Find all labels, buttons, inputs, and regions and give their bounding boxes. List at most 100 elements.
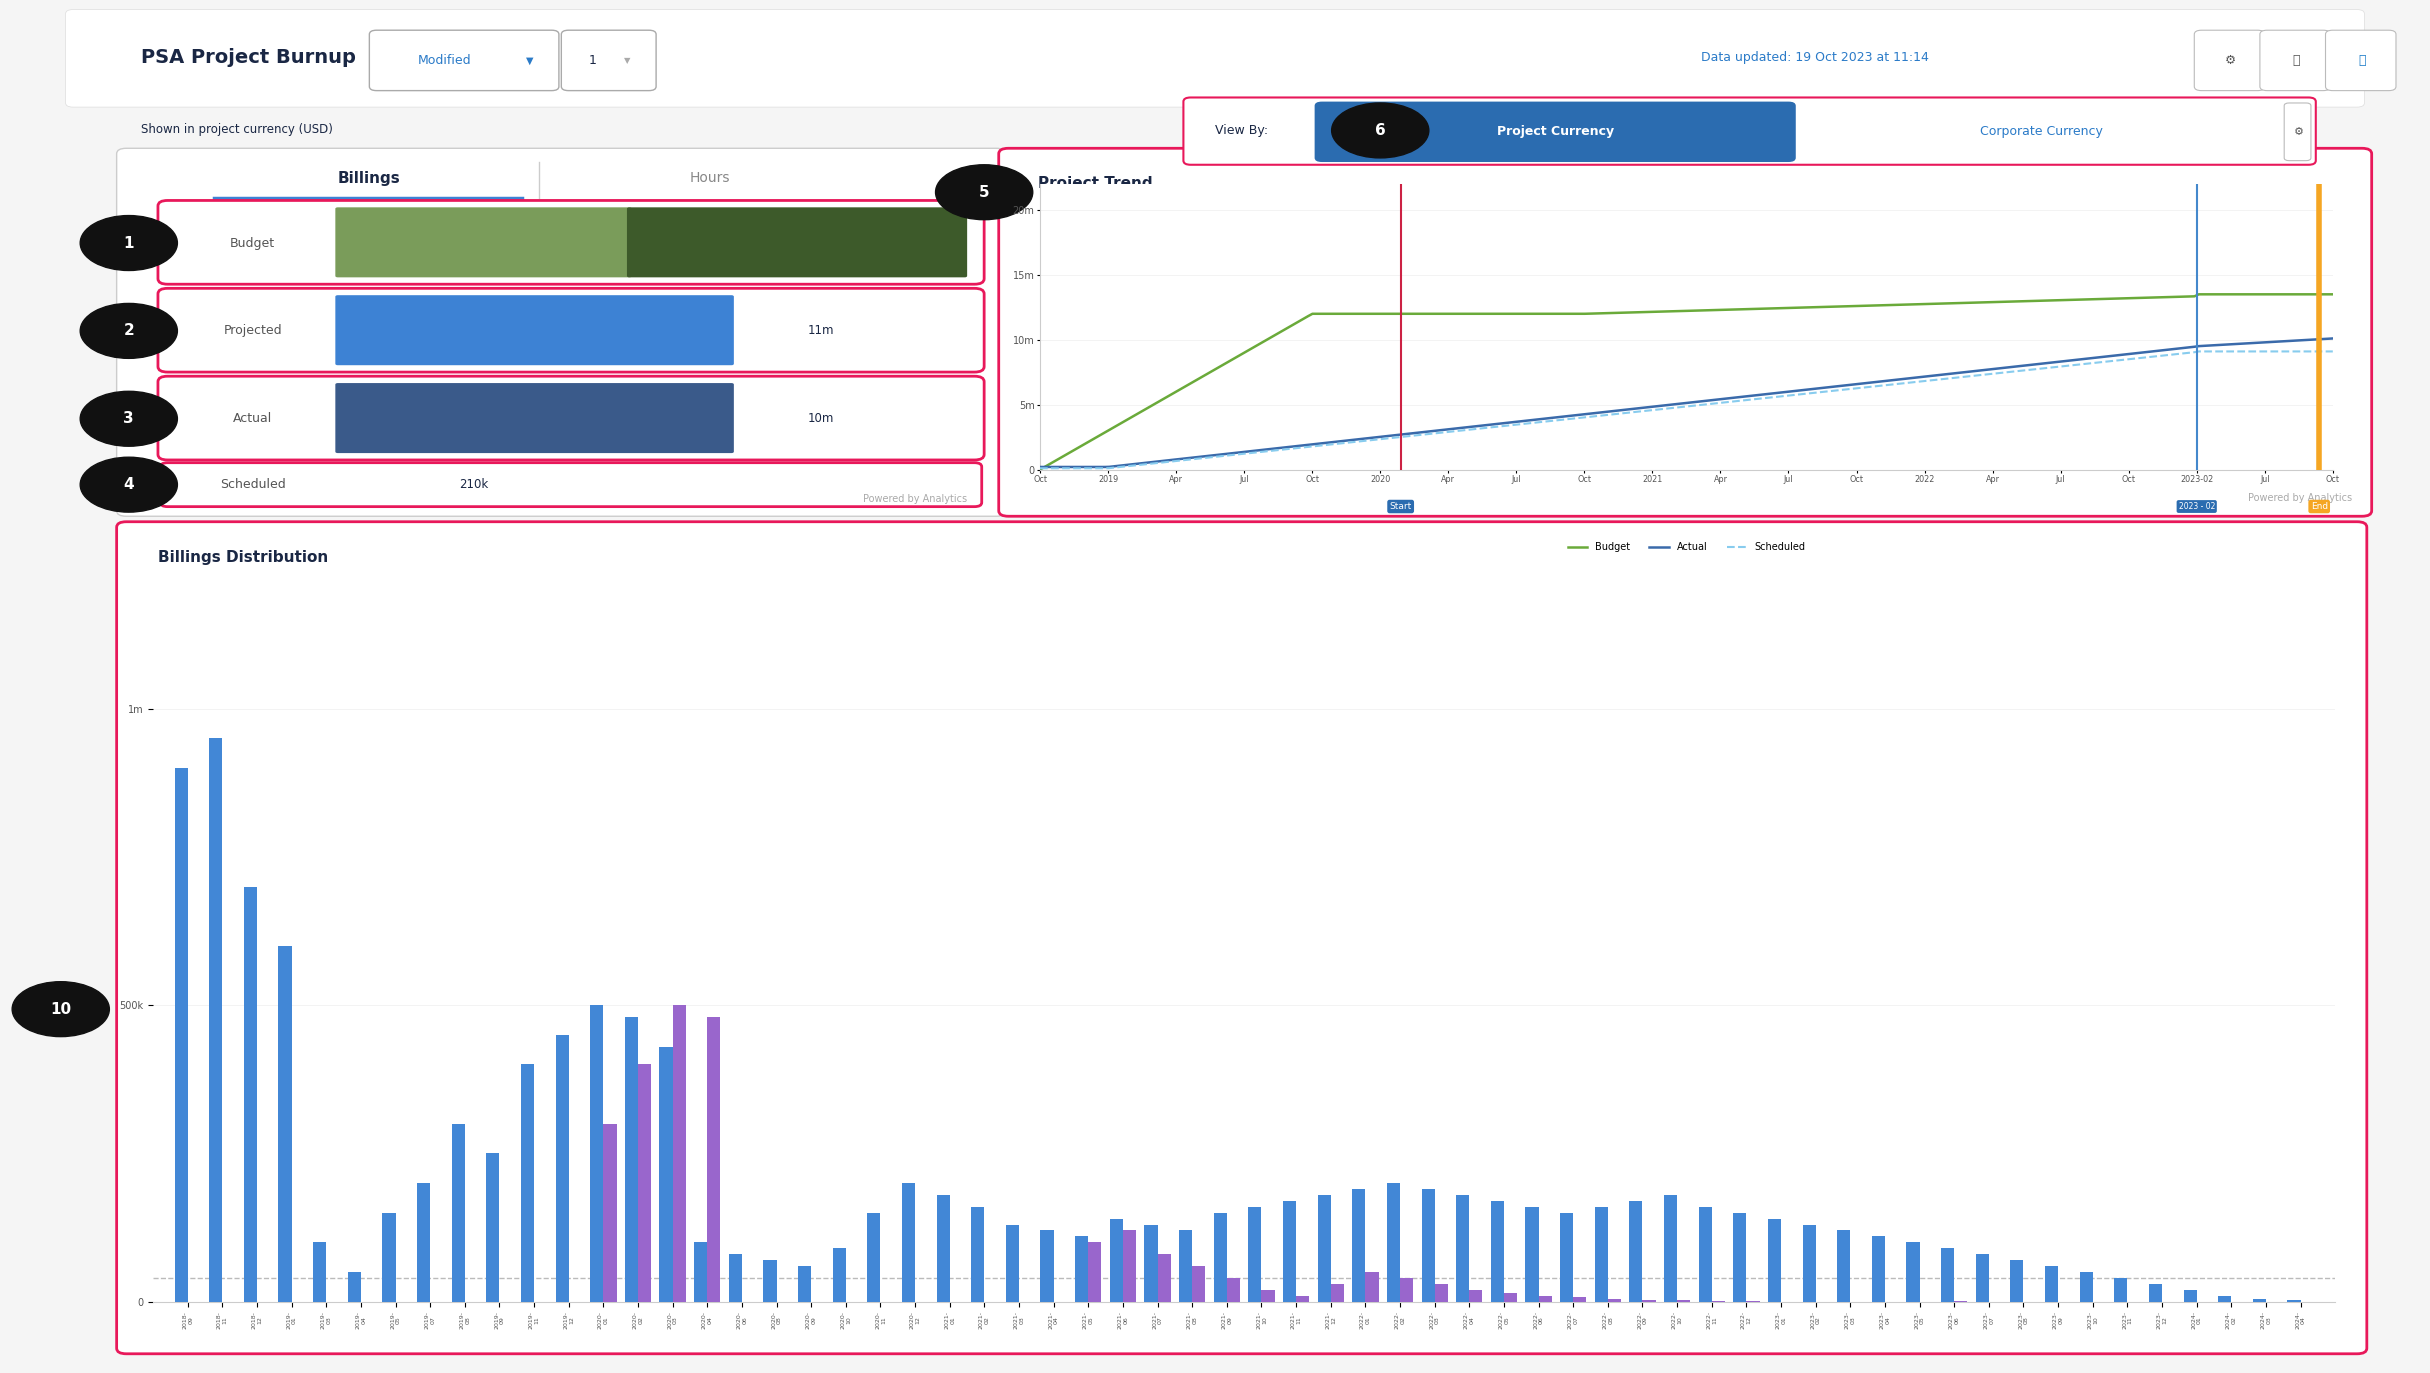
Text: 2: 2 (124, 324, 134, 338)
Text: Projected: Projected (224, 324, 282, 338)
Budget (1791, 299, 1820, 316)
Bar (797, 1266, 812, 1302)
Bar (2010, 1260, 2024, 1302)
Bar (1538, 1296, 1553, 1302)
Text: Project Trend: Project Trend (1038, 177, 1152, 191)
Text: Billings Distribution: Billings Distribution (158, 551, 328, 564)
Text: 6: 6 (1375, 124, 1385, 137)
Bar (1388, 1184, 1400, 1302)
Bar (1837, 1230, 1849, 1302)
FancyBboxPatch shape (66, 10, 2364, 107)
Bar (382, 1212, 396, 1302)
Bar (673, 1005, 685, 1302)
Bar (1213, 1212, 1227, 1302)
Scheduled (1791, 386, 1820, 402)
Text: 4: 4 (124, 478, 134, 492)
Budget (1818, 298, 1847, 314)
Bar (1111, 1219, 1123, 1302)
FancyBboxPatch shape (335, 295, 734, 365)
FancyBboxPatch shape (2326, 30, 2396, 91)
Bar (2114, 1278, 2126, 1302)
Bar (1908, 1243, 1920, 1302)
Actual (1796, 382, 1825, 398)
Text: Billings: Billings (338, 172, 401, 185)
Text: 17m: 17m (919, 236, 943, 250)
Bar (486, 1153, 501, 1302)
Circle shape (1526, 346, 1623, 401)
Bar (1942, 1248, 1954, 1302)
Actual (2114, 346, 2143, 362)
Bar (279, 946, 292, 1302)
Text: 9.1m: 9.1m (469, 236, 498, 250)
Bar (2148, 1284, 2163, 1302)
Bar (2219, 1296, 2231, 1302)
Text: 10m: 10m (522, 412, 547, 426)
Text: ▼: ▼ (525, 55, 535, 66)
Bar (972, 1207, 984, 1302)
Bar (1434, 1284, 1448, 1302)
Bar (243, 887, 258, 1302)
Bar (729, 1254, 741, 1302)
Bar (418, 1184, 430, 1302)
Text: Hours: Hours (690, 172, 729, 185)
Bar (1332, 1284, 1344, 1302)
Circle shape (80, 303, 177, 358)
Bar (209, 739, 224, 1302)
Circle shape (12, 982, 109, 1037)
Bar (1317, 1195, 1332, 1302)
Text: Modified: Modified (418, 54, 471, 67)
Bar (625, 1017, 639, 1302)
Text: 2023 - 02: 2023 - 02 (2180, 503, 2214, 511)
Text: View By:: View By: (1215, 124, 1268, 137)
Bar (1193, 1266, 1205, 1302)
FancyBboxPatch shape (158, 288, 984, 372)
Text: End: End (2311, 503, 2328, 511)
Circle shape (1251, 277, 1349, 332)
Text: 11m: 11m (809, 324, 833, 338)
Text: Powered by Analytics: Powered by Analytics (863, 494, 967, 504)
Circle shape (1332, 103, 1429, 158)
Bar (1261, 1289, 1276, 1302)
Text: 1: 1 (588, 54, 598, 67)
Text: ▼: ▼ (625, 56, 629, 65)
Text: Shown in project currency (USD): Shown in project currency (USD) (141, 122, 333, 136)
Text: 📊: 📊 (2357, 54, 2367, 67)
FancyBboxPatch shape (335, 207, 632, 277)
Actual (1791, 382, 1820, 398)
Bar (868, 1212, 880, 1302)
FancyBboxPatch shape (2194, 30, 2265, 91)
Bar (1145, 1225, 1157, 1302)
FancyBboxPatch shape (999, 148, 2372, 516)
Budget (1025, 461, 1055, 478)
Text: ⚙: ⚙ (2226, 54, 2236, 67)
Bar (2080, 1271, 2092, 1302)
Bar (659, 1046, 673, 1302)
Bar (1470, 1289, 1482, 1302)
Bar (556, 1035, 569, 1302)
Actual (2318, 331, 2347, 347)
Text: 10m: 10m (809, 412, 833, 426)
Actual (1818, 379, 1847, 395)
Bar (1976, 1254, 1988, 1302)
Bar (1295, 1296, 1310, 1302)
Bar (1526, 1207, 1538, 1302)
Budget (2318, 286, 2347, 302)
Bar (1643, 1300, 1655, 1302)
Budget (1796, 299, 1825, 316)
Text: Data updated: 19 Oct 2023 at 11:14: Data updated: 19 Oct 2023 at 11:14 (1701, 51, 1929, 65)
Circle shape (80, 391, 177, 446)
Scheduled (2318, 343, 2347, 360)
Bar (1594, 1207, 1609, 1302)
FancyBboxPatch shape (561, 30, 656, 91)
Bar (1249, 1207, 1261, 1302)
Bar (520, 1064, 535, 1302)
Text: Powered by Analytics: Powered by Analytics (2248, 493, 2352, 503)
Bar (1665, 1195, 1677, 1302)
Bar (1366, 1271, 1378, 1302)
Scheduled (1030, 460, 1059, 476)
Scheduled (2185, 343, 2214, 360)
Scheduled (1818, 383, 1847, 400)
FancyBboxPatch shape (160, 463, 982, 507)
Bar (936, 1195, 950, 1302)
Text: 210k: 210k (459, 478, 488, 492)
